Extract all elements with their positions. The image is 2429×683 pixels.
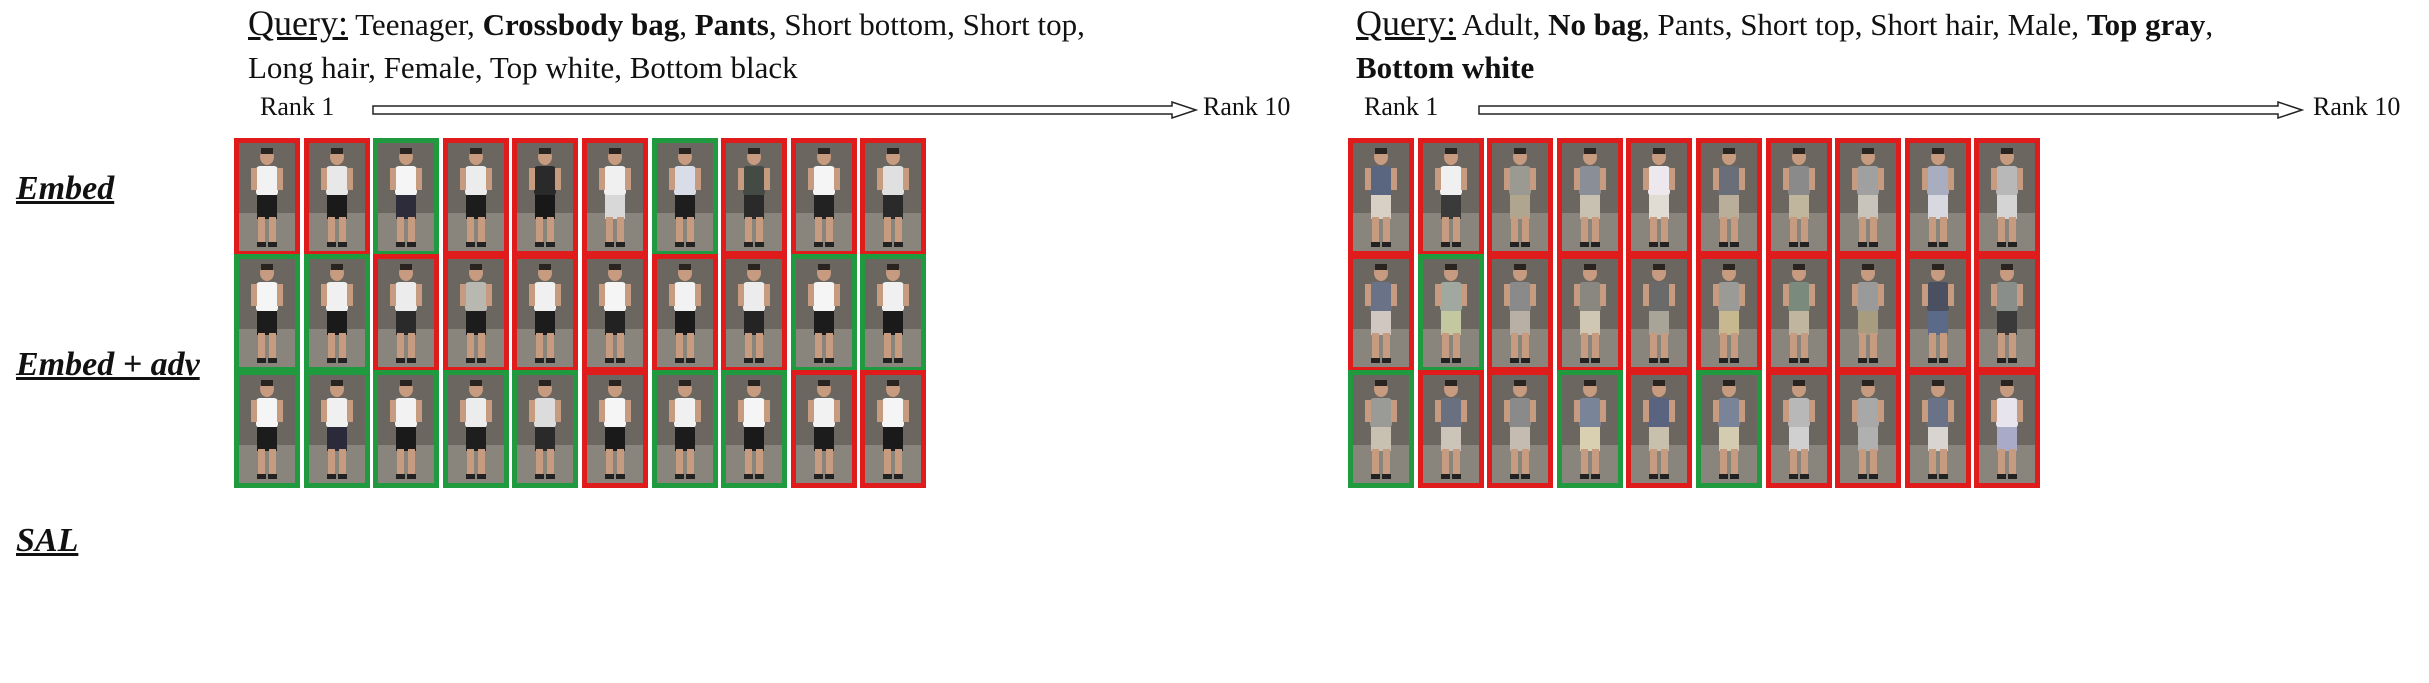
retrieved-image	[1626, 254, 1692, 372]
retrieved-image	[1696, 138, 1762, 256]
retrieved-image	[791, 254, 857, 372]
retrieved-image	[652, 370, 718, 488]
query-label: Query:	[1356, 3, 1456, 43]
retrieved-image	[1974, 370, 2040, 488]
retrieved-image	[1766, 138, 1832, 256]
rank-start-label: Rank 1	[260, 92, 335, 121]
query-segments-2: Bottom white	[1356, 50, 1534, 85]
retrieved-image	[860, 370, 926, 488]
query-attribute-highlight: Crossbody bag	[482, 7, 680, 42]
query-attribute-text: ,	[679, 7, 695, 42]
rank-arrow	[1478, 101, 2304, 119]
rank-arrow	[372, 101, 1198, 119]
retrieved-image	[304, 370, 370, 488]
query-segments-1: Teenager, Crossbody bag, Pants, Short bo…	[348, 7, 1085, 42]
retrieved-image	[791, 370, 857, 488]
query-line-2: Long hair, Female, Top white, Bottom bla…	[248, 46, 1085, 89]
retrieved-image	[512, 138, 578, 256]
retrieved-image	[1696, 370, 1762, 488]
retrieved-image	[1835, 254, 1901, 372]
retrieved-image	[1974, 254, 2040, 372]
retrieved-image	[582, 370, 648, 488]
query-panel-left: Query: Teenager, Crossbody bag, Pants, S…	[234, 0, 1308, 683]
query-attribute-text: Teenager,	[347, 7, 483, 42]
retrieved-image	[721, 370, 787, 488]
rank-start-label: Rank 1	[1364, 92, 1439, 121]
retrieved-image	[1418, 138, 1484, 256]
row-label-embed-adv: Embed + adv	[16, 346, 200, 383]
retrieved-image	[860, 254, 926, 372]
retrieved-image	[234, 254, 300, 372]
query-attribute-highlight: Pants	[694, 7, 769, 42]
query-line-2: Bottom white	[1356, 46, 2213, 89]
query-attribute-highlight: No bag	[1548, 7, 1643, 42]
query-text: Query: Adult, No bag, Pants, Short top, …	[1356, 2, 2213, 89]
query-text: Query: Teenager, Crossbody bag, Pants, S…	[248, 2, 1085, 89]
retrieved-image	[791, 138, 857, 256]
retrieved-image	[1974, 138, 2040, 256]
retrieved-image	[721, 254, 787, 372]
retrieved-image	[582, 254, 648, 372]
retrieved-image	[1835, 138, 1901, 256]
query-segments-2: Long hair, Female, Top white, Bottom bla…	[248, 50, 798, 85]
retrieved-image	[443, 370, 509, 488]
retrieved-image	[1487, 370, 1553, 488]
query-attribute-text: ,	[2205, 7, 2214, 42]
query-segments-1: Adult, No bag, Pants, Short top, Short h…	[1456, 7, 2213, 42]
retrieved-image	[1348, 254, 1414, 372]
retrieved-image	[1418, 254, 1484, 372]
retrieved-image	[1766, 370, 1832, 488]
retrieved-image	[1905, 254, 1971, 372]
query-attribute-text: Adult,	[1455, 7, 1549, 42]
retrieved-image	[1557, 254, 1623, 372]
retrieved-image	[373, 254, 439, 372]
retrieved-image	[512, 254, 578, 372]
query-attribute-text: Long hair, Female, Top white, Bottom bla…	[248, 50, 798, 85]
query-panel-right: Query: Adult, No bag, Pants, Short top, …	[1348, 0, 2426, 683]
retrieved-image	[304, 138, 370, 256]
retrieved-image	[1487, 138, 1553, 256]
retrieved-image	[373, 138, 439, 256]
query-label: Query:	[248, 3, 348, 43]
retrieved-image	[582, 138, 648, 256]
retrieved-image	[234, 138, 300, 256]
retrieved-image	[1557, 138, 1623, 256]
retrieved-image	[1626, 370, 1692, 488]
rank-end-label: Rank 10	[2313, 92, 2401, 121]
row-label-embed: Embed	[16, 170, 115, 207]
retrieved-image	[1557, 370, 1623, 488]
retrieved-image	[652, 254, 718, 372]
retrieved-image	[1766, 254, 1832, 372]
retrieved-image	[1418, 370, 1484, 488]
retrieved-image	[512, 370, 578, 488]
query-attribute-highlight: Bottom white	[1356, 50, 1535, 85]
rank-end-label: Rank 10	[1203, 92, 1291, 121]
retrieved-image	[1905, 370, 1971, 488]
query-attribute-highlight: Top gray	[2086, 7, 2206, 42]
retrieved-image	[652, 138, 718, 256]
retrieved-image	[443, 138, 509, 256]
query-attribute-text: , Short bottom, Short top,	[768, 7, 1085, 42]
retrieved-image	[1905, 138, 1971, 256]
retrieved-image	[1835, 370, 1901, 488]
row-label-sal: SAL	[16, 522, 79, 559]
query-line-1: Query: Adult, No bag, Pants, Short top, …	[1356, 2, 2213, 46]
retrieved-image	[443, 254, 509, 372]
retrieved-image	[1487, 254, 1553, 372]
retrieved-image	[860, 138, 926, 256]
retrieved-image	[304, 254, 370, 372]
query-line-1: Query: Teenager, Crossbody bag, Pants, S…	[248, 2, 1085, 46]
retrieved-image	[234, 370, 300, 488]
query-attribute-text: , Pants, Short top, Short hair, Male,	[1642, 7, 2087, 42]
retrieved-image	[1696, 254, 1762, 372]
retrieved-image	[721, 138, 787, 256]
retrieved-image	[1348, 138, 1414, 256]
retrieved-image	[373, 370, 439, 488]
retrieved-image	[1348, 370, 1414, 488]
retrieved-image	[1626, 138, 1692, 256]
